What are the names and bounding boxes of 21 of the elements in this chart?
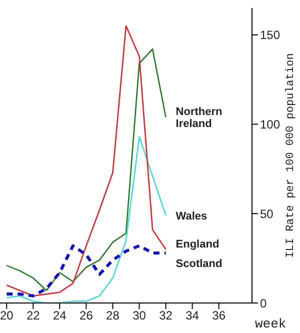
y-tick-label: 0 [260,296,267,310]
x-tick-label: 34 [186,308,200,323]
line-series [6,136,166,303]
series-label: Northern Ireland [176,106,223,130]
y-tick-label: 150 [260,28,280,42]
y-tick-label: 100 [260,117,280,132]
y-tick-label: 50 [260,206,274,221]
x-tick-label: 28 [106,308,120,323]
x-tick-label: 26 [80,308,94,323]
series-label: England [176,238,220,250]
x-tick-label: 24 [53,308,67,323]
series-label: Scotland [176,258,222,270]
y-axis-title: ILI Rate per 100 000 population [285,53,297,258]
x-axis-title: week [255,316,286,332]
x-tick-label: 22 [26,308,40,323]
line-series [5,244,168,298]
x-tick-label: 36 [212,308,226,323]
x-tick-label: 30 [132,308,146,323]
x-tick-label: 20 [0,308,14,323]
x-tick-label: 32 [159,308,173,323]
series-label: Wales [176,210,208,222]
